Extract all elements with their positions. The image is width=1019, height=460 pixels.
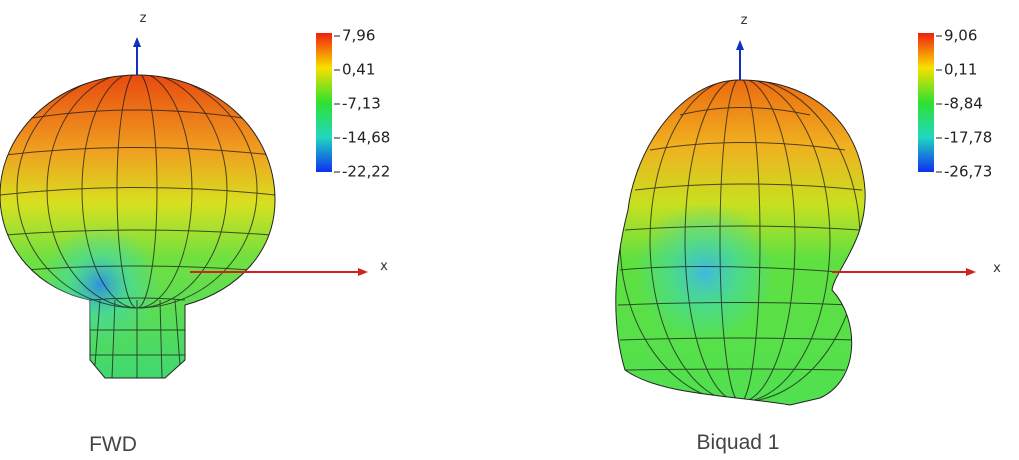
colorbar-label: 9,06 (944, 27, 977, 45)
colorbar-label: -14,68 (342, 129, 390, 147)
colorbar-labels: 9,06 0,11 -8,84 -17,78 -26,73 (936, 27, 992, 181)
caption: Biquad 1 (697, 431, 780, 454)
colorbar-label: 7,96 (342, 27, 375, 45)
axis-label: x (993, 261, 1001, 276)
axis-label: z (741, 13, 748, 28)
colorbar-label: -26,73 (944, 163, 992, 181)
pattern-biquad: z x 9,06 0,11 -8,84 -17,78 -26,73 Biquad 1 (615, 13, 1001, 454)
colorbar-labels: 7,96 0,41 -7,13 -14,68 -22,22 (334, 27, 390, 181)
colorbar (316, 33, 332, 172)
axis-label: z (140, 11, 147, 26)
caption: FWD (89, 433, 137, 456)
pattern-fwd: z x 7,96 0,41 -7,13 -14,68 -22,22 FWD (0, 11, 390, 456)
colorbar (918, 33, 934, 172)
colorbar-label: -8,84 (944, 95, 983, 113)
axis-label: x (380, 259, 388, 274)
colorbar-label: -22,22 (342, 163, 390, 181)
colorbar-label: -7,13 (342, 95, 381, 113)
colorbar-label: 0,11 (944, 61, 977, 79)
colorbar-label: 0,41 (342, 61, 375, 79)
colorbar-label: -17,78 (944, 129, 992, 147)
